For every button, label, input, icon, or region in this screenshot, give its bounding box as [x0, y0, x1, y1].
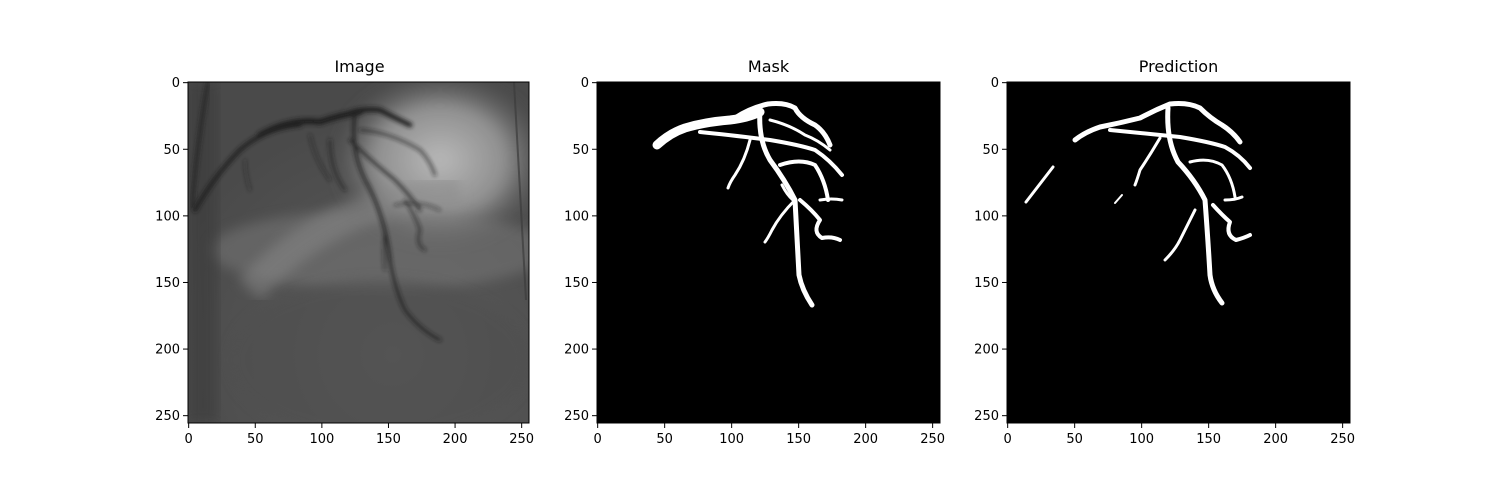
x-tick-label: 150	[786, 432, 811, 447]
y-tick-label: 0	[991, 76, 999, 91]
x-tick-label: 100	[719, 432, 744, 447]
y-tick-label: 50	[163, 143, 180, 158]
y-tick-label: 150	[564, 276, 589, 291]
y-tick-label: 200	[564, 343, 589, 358]
y-tick-label: 200	[974, 343, 999, 358]
x-tick-label: 250	[1330, 432, 1355, 447]
panel-title-image: Image	[334, 57, 385, 76]
x-tick-label: 50	[247, 432, 264, 447]
y-tick-label: 200	[155, 343, 180, 358]
y-tick-label: 50	[572, 143, 589, 158]
y-tick-label: 150	[974, 276, 999, 291]
panel-title-mask: Mask	[747, 57, 790, 76]
x-tick-label: 0	[1004, 432, 1012, 447]
x-tick-label: 150	[1196, 432, 1221, 447]
x-tick-label: 250	[509, 432, 534, 447]
y-tick-label: 100	[155, 209, 180, 224]
x-tick-label: 250	[920, 432, 945, 447]
y-tick-label: 150	[155, 276, 180, 291]
y-tick-label: 0	[172, 76, 180, 91]
axes-layer: 0 50 100 150 200 250 0 50 100 150 200 250 0 50 100 150 2…	[155, 76, 1355, 447]
x-tick-label: 50	[1066, 432, 1083, 447]
angiogram-image	[188, 82, 529, 423]
axes-frame	[596, 81, 941, 424]
prediction-image	[1007, 82, 1350, 423]
y-tick-label: 250	[155, 409, 180, 424]
x-tick-label: 200	[443, 432, 468, 447]
y-tick-label: 50	[982, 143, 999, 158]
x-tick-label: 200	[853, 432, 878, 447]
x-tick-label: 0	[185, 432, 193, 447]
x-tick-label: 150	[376, 432, 401, 447]
x-tick-label: 100	[309, 432, 334, 447]
x-tick-label: 50	[656, 432, 673, 447]
x-tick-label: 0	[594, 432, 602, 447]
panel-title-prediction: Prediction	[1138, 57, 1219, 76]
mask-image	[597, 82, 940, 423]
x-tick-label: 200	[1263, 432, 1288, 447]
y-tick-label: 250	[974, 409, 999, 424]
axes-frame	[1006, 81, 1351, 424]
y-tick-label: 0	[581, 76, 589, 91]
axes-frame	[187, 81, 530, 424]
x-tick-label: 100	[1129, 432, 1154, 447]
y-tick-label: 100	[974, 209, 999, 224]
y-tick-label: 100	[564, 209, 589, 224]
y-tick-label: 250	[564, 409, 589, 424]
